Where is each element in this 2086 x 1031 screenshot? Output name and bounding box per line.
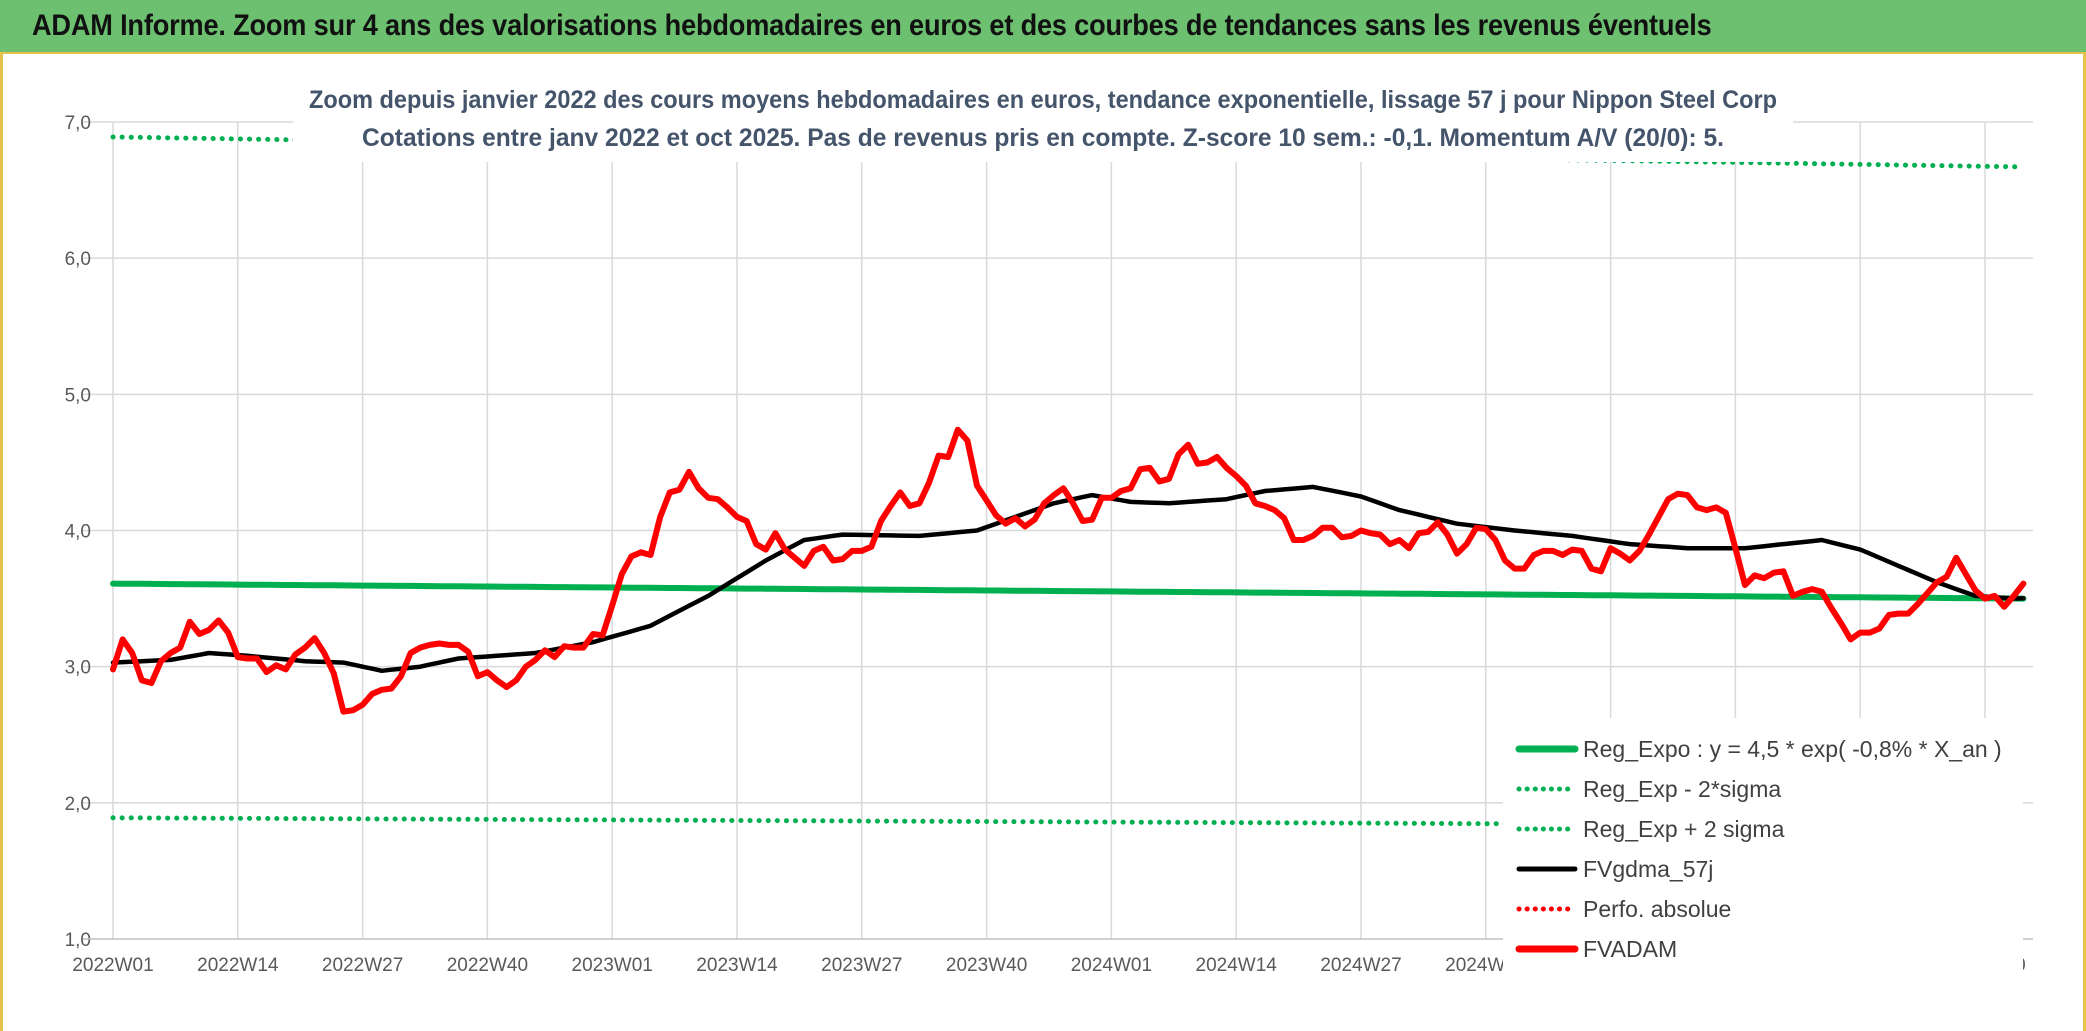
report-header-bar: ADAM Informe. Zoom sur 4 ans des valoris… [0, 0, 2086, 54]
y-tick-label: 6,0 [65, 249, 91, 270]
series-line-0 [110, 580, 2027, 602]
x-tick-label: 2023W40 [946, 955, 1027, 976]
legend-label: Reg_Expo : y = 4,5 * exp( -0,8% * X_an ) [1583, 736, 2002, 762]
chart-frame: 1,0 2,0 3,0 4,0 5,0 6,0 7,0 2022W01 2022W14 2022W… [0, 54, 2086, 1031]
x-tick-label: 2023W01 [572, 955, 653, 976]
chart-title-line-2: Cotations entre janv 2022 et oct 2025. P… [362, 124, 1724, 152]
legend-backdrop [1503, 718, 2023, 980]
series-line-3 [110, 484, 2026, 674]
x-tick-label: 2024W27 [1320, 955, 1401, 976]
x-tick-label: 2022W40 [447, 955, 528, 976]
legend-label: Reg_Exp - 2*sigma [1583, 776, 1781, 802]
series-line-5 [110, 426, 2027, 715]
chart-title-backdrop [293, 74, 1793, 162]
legend-label: Reg_Exp + 2 sigma [1583, 816, 1785, 842]
x-tick-label: 2022W14 [197, 955, 279, 976]
chart-title-line-1: Zoom depuis janvier 2022 des cours moyen… [309, 86, 1777, 114]
y-tick-label: 7,0 [65, 113, 91, 134]
y-tick-label: 1,0 [65, 930, 91, 951]
legend: Reg_Expo : y = 4,5 * exp( -0,8% * X_an )… [1515, 736, 2002, 962]
x-tick-label: 2022W01 [72, 955, 153, 976]
legend-label: Perfo. absolue [1583, 896, 1731, 922]
report-title: ADAM Informe. Zoom sur 4 ans des valoris… [32, 9, 1712, 42]
y-tick-label: 2,0 [65, 794, 91, 815]
x-tick-label: 2024W14 [1196, 955, 1278, 976]
x-tick-label: 2023W14 [696, 955, 778, 976]
y-tick-label: 5,0 [65, 385, 91, 406]
x-tick-label: 2023W27 [821, 955, 902, 976]
valuation-chart: 1,0 2,0 3,0 4,0 5,0 6,0 7,0 2022W01 2022W14 2022W… [65, 74, 2033, 980]
legend-label: FVADAM [1583, 936, 1677, 962]
y-tick-label: 3,0 [65, 658, 91, 679]
x-tick-label: 2024W01 [1071, 955, 1152, 976]
legend-label: FVgdma_57j [1583, 856, 1713, 882]
x-tick-label: 2022W27 [322, 955, 403, 976]
y-tick-label: 4,0 [65, 522, 91, 543]
